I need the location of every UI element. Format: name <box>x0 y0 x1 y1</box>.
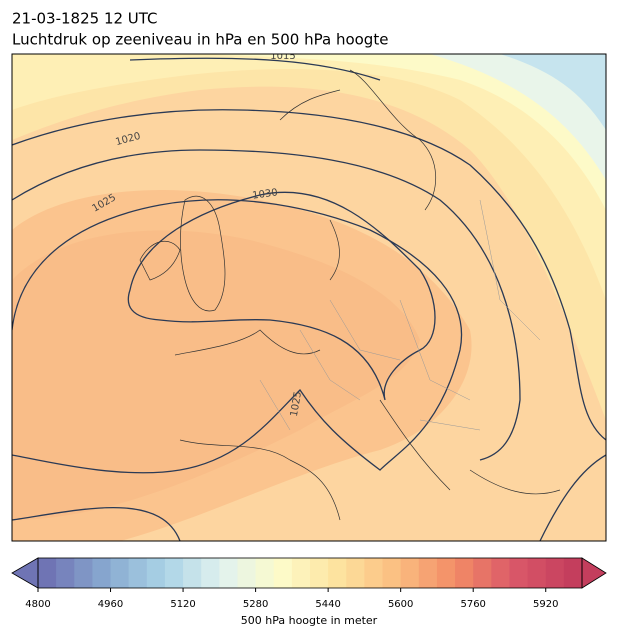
colorbar-bin <box>183 558 202 588</box>
colorbar-bin <box>527 558 547 588</box>
colorbar-label: 500 hPa hoogte in meter <box>241 614 378 627</box>
colorbar-tick-label: 5600 <box>388 599 413 610</box>
colorbar-bin <box>491 558 510 588</box>
colorbar-bin <box>110 558 130 588</box>
colorbar-bin <box>382 558 402 588</box>
colorbar-bin <box>509 558 529 588</box>
colorbar-tick-label: 5920 <box>533 599 558 610</box>
colorbar-bin <box>473 558 492 588</box>
colorbar-tick-label: 5120 <box>170 599 195 610</box>
colorbar-bin <box>255 558 275 588</box>
contour-label: 1030 <box>252 187 279 201</box>
colorbar-bin <box>92 558 112 588</box>
colorbar-bin <box>455 558 474 588</box>
colorbar-bin <box>74 558 93 588</box>
colorbar-tick-label: 4960 <box>98 599 123 610</box>
colorbar: 4800 4960 5120 5280 5440 5600 5760 5920 <box>11 557 607 610</box>
colorbar-extend-low <box>11 557 39 589</box>
colorbar-bin <box>273 558 293 588</box>
colorbar-frame <box>37 557 583 589</box>
contour-label: 1015 <box>270 51 295 62</box>
colorbar-bin <box>436 558 456 588</box>
colorbar-tick-label: 5440 <box>315 599 340 610</box>
colorbar-tick-label: 5280 <box>243 599 268 610</box>
colorbar-bin <box>146 558 166 588</box>
colorbar-bin <box>563 558 583 588</box>
colorbar-bin <box>56 558 75 588</box>
colorbar-extend-high <box>581 557 607 589</box>
colorbar-bin <box>128 558 148 588</box>
colorbar-bin <box>418 558 438 588</box>
map-frame <box>11 53 607 542</box>
colorbar-bin <box>237 558 257 588</box>
colorbar-bin <box>545 558 565 588</box>
colorbar-bin <box>291 558 311 588</box>
colorbar-bin <box>346 558 365 588</box>
colorbar-bin <box>310 558 329 588</box>
title-date: 21-03-1825 12 UTC <box>12 10 158 28</box>
contour-label: 1025 <box>289 391 304 418</box>
title-text: Luchtdruk op zeeniveau in hPa en 500 hPa… <box>12 31 388 49</box>
colorbar-bin <box>328 558 347 588</box>
colorbar-bin <box>164 558 184 588</box>
colorbar-bin <box>364 558 384 588</box>
colorbar-tick-label: 5760 <box>460 599 485 610</box>
colorbar-bin <box>400 558 420 588</box>
colorbar-bin <box>201 558 220 588</box>
colorbar-bin <box>219 558 238 588</box>
colorbar-tick-label: 4800 <box>25 599 50 610</box>
colorbar-bin <box>38 558 57 588</box>
map: 1015 1020 1025 1030 1025 <box>12 51 606 541</box>
